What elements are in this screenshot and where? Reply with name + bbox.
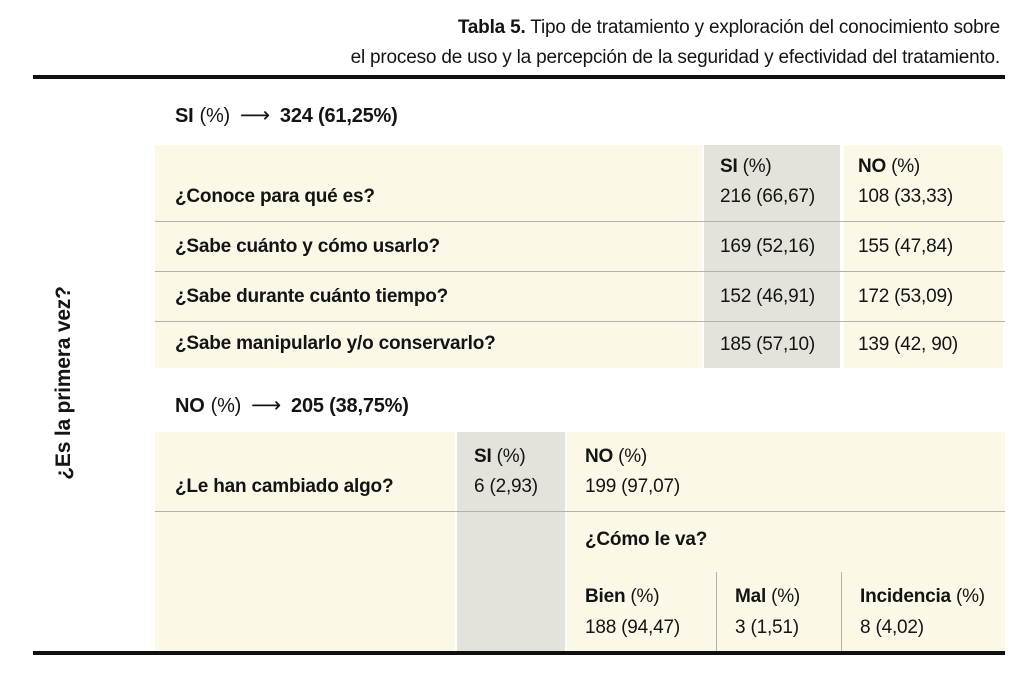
outcome-incidencia: Incidencia (%) 8 (4,02)	[841, 572, 1005, 652]
table-row: ¿Conoce para qué es? SI (%) 216 (66,67) N…	[155, 145, 1005, 221]
followup-question: ¿Cómo le va?	[585, 529, 708, 550]
caption-line-1: Tabla 5. Tipo de tratamiento y exploraci…	[280, 13, 1000, 43]
si-header-cell: SI (%) 216 (66,67)	[702, 145, 842, 221]
table-row: ¿Le han cambiado algo? SI (%) 6 (2,93) NO…	[155, 432, 1005, 511]
row-group-label: ¿Es la primera vez?	[52, 286, 75, 480]
no-column-header: NO (%)	[585, 446, 648, 467]
caption-line-2: el proceso de uso y la percepción de la …	[350, 47, 1001, 68]
knowledge-table: ¿Conoce para qué es? SI (%) 216 (66,67) N…	[155, 145, 1005, 368]
si-value: 169 (52,16)	[702, 222, 842, 271]
no-column-header: NO (%)	[858, 156, 921, 177]
question-cell: ¿Le han cambiado algo?	[155, 432, 455, 511]
outcome-bien: Bien (%) 188 (94,47)	[567, 572, 716, 652]
question-cell: ¿Sabe manipularlo y/o conservarlo?	[155, 322, 702, 368]
no-branch-pct: (%)	[210, 395, 242, 417]
si-column-header: SI (%)	[720, 156, 772, 177]
caption-line-1-text: Tipo de tratamiento y exploración del co…	[525, 17, 1000, 38]
no-value: 155 (47,84)	[842, 222, 1005, 271]
si-branch-pct: (%)	[199, 105, 231, 127]
empty-cell	[155, 512, 455, 652]
outcome-value: 188 (94,47)	[585, 617, 680, 638]
no-value: 139 (42, 90)	[842, 322, 1005, 368]
table-row: ¿Sabe durante cuánto tiempo? 152 (46,91)…	[155, 271, 1005, 321]
outcome-header: Incidencia (%)	[860, 586, 985, 607]
outcome-mal: Mal (%) 3 (1,51)	[716, 572, 841, 652]
outcome-columns: Bien (%) 188 (94,47) Mal (%) 3 (1,51) Inci…	[567, 572, 1005, 652]
top-rule	[33, 75, 1005, 79]
outcome-cell: ¿Cómo le va? Bien (%) 188 (94,47) Mal (%) …	[567, 512, 1005, 652]
right-arrow-icon: ⟶	[240, 104, 270, 127]
no-header-cell: NO (%) 108 (33,33)	[842, 145, 1005, 221]
no-value: 108 (33,33)	[858, 186, 953, 207]
outcome-value: 3 (1,51)	[735, 617, 799, 638]
table-caption: Tabla 5. Tipo de tratamiento y exploraci…	[280, 13, 1001, 73]
si-branch-label: SI (%) ⟶ 324 (61,25%)	[175, 103, 398, 128]
question-cell: ¿Sabe cuánto y cómo usarlo?	[155, 222, 702, 271]
si-value: 216 (66,67)	[720, 186, 815, 207]
no-branch-prefix: NO	[175, 395, 205, 417]
right-arrow-icon: ⟶	[251, 394, 282, 417]
table-row: ¿Sabe manipularlo y/o conservarlo? 185 (…	[155, 321, 1005, 368]
no-branch-value: 205 (38,75%)	[291, 395, 409, 417]
bottom-rule	[33, 651, 1005, 655]
question-cell: ¿Conoce para qué es?	[155, 145, 702, 221]
outcome-header: Bien (%)	[585, 586, 660, 607]
no-branch-label: NO (%) ⟶ 205 (38,75%)	[175, 393, 409, 418]
empty-gray-cell	[455, 512, 567, 652]
si-value: 152 (46,91)	[702, 272, 842, 321]
si-branch-prefix: SI	[175, 105, 194, 127]
caption-table-number: Tabla 5.	[457, 17, 526, 38]
no-value: 199 (97,07)	[585, 476, 680, 497]
si-branch-value: 324 (61,25%)	[279, 105, 398, 127]
question-cell: ¿Sabe durante cuánto tiempo?	[155, 272, 702, 321]
table-row: ¿Sabe cuánto y cómo usarlo? 169 (52,16) …	[155, 221, 1005, 271]
si-column-header: SI (%)	[474, 446, 526, 467]
outcome-header: Mal (%)	[735, 586, 801, 607]
outcome-value: 8 (4,02)	[860, 617, 924, 638]
no-header-cell: NO (%) 199 (97,07)	[567, 432, 1005, 511]
si-value: 185 (57,10)	[702, 322, 842, 368]
si-header-cell: SI (%) 6 (2,93)	[455, 432, 567, 511]
si-value: 6 (2,93)	[474, 476, 538, 497]
change-table: ¿Le han cambiado algo? SI (%) 6 (2,93) NO…	[155, 432, 1005, 652]
table-row: ¿Cómo le va? Bien (%) 188 (94,47) Mal (%) …	[155, 511, 1005, 652]
no-value: 172 (53,09)	[842, 272, 1005, 321]
